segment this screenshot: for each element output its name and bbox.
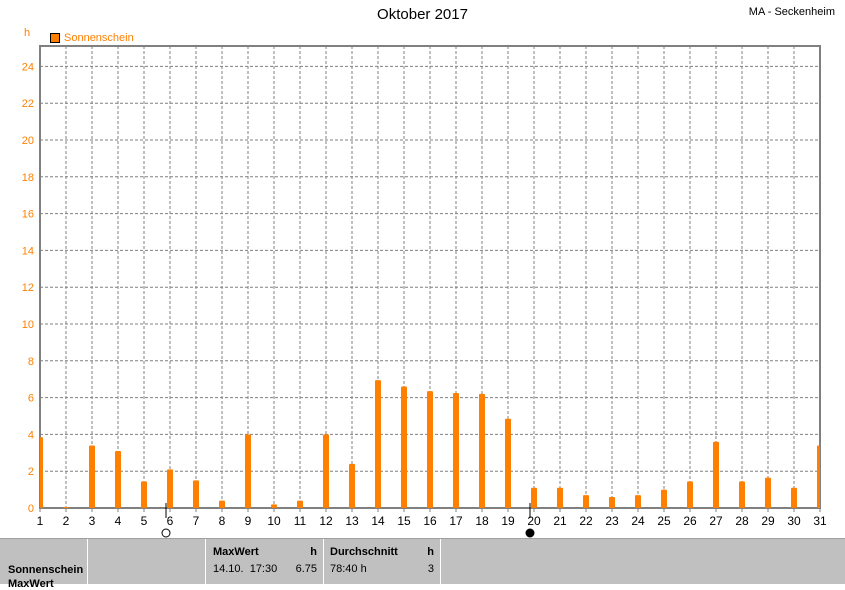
x-tick-label: 28 <box>735 514 749 528</box>
x-tick-label: 23 <box>605 514 619 528</box>
bar-day-19 <box>505 418 511 508</box>
x-tick-label: 31 <box>813 514 827 528</box>
x-tick-label: 10 <box>267 514 281 528</box>
full-moon-icon <box>161 528 171 538</box>
x-tick-label: 6 <box>167 514 174 528</box>
bar-day-11 <box>297 500 303 508</box>
max-header: MaxWert <box>213 546 259 558</box>
chart-title: Oktober 2017 <box>377 6 468 23</box>
max-time: 14.10. 17:30 <box>213 563 278 575</box>
bar-day-29 <box>765 477 771 508</box>
bar-day-8 <box>219 500 225 508</box>
bar-day-12 <box>323 434 329 508</box>
y-tick-label: 4 <box>28 429 34 441</box>
x-tick-label: 8 <box>219 514 226 528</box>
max-unit: h <box>310 546 317 558</box>
x-tick-label: 24 <box>631 514 645 528</box>
bar-day-13 <box>349 463 355 508</box>
station-name: MA - Seckenheim <box>748 6 835 18</box>
bar-day-1 <box>40 437 43 508</box>
y-tick-label: 12 <box>22 282 34 294</box>
avg-cell: Durchschnitt h 78:40 h 3 <box>324 539 441 584</box>
bar-day-31 <box>817 445 820 508</box>
new-moon-icon <box>525 528 535 538</box>
avg-unit: h <box>427 546 434 558</box>
bar-day-21 <box>557 487 563 508</box>
label-cell: Sonnenschein MaxWert <box>0 539 88 590</box>
y-tick-label: 18 <box>22 172 34 184</box>
bar-day-7 <box>193 480 199 508</box>
y-tick-label: 16 <box>22 209 34 221</box>
bar-day-5 <box>141 481 147 508</box>
x-tick-label: 22 <box>579 514 593 528</box>
x-tick-label: 14 <box>371 514 385 528</box>
avg-sum: 78:40 h <box>330 563 367 575</box>
x-tick-label: 26 <box>683 514 697 528</box>
x-tick-label: 1 <box>37 514 44 528</box>
x-tick-label: 29 <box>761 514 775 528</box>
y-tick-label: 8 <box>28 356 34 368</box>
x-tick-label: 5 <box>141 514 148 528</box>
bar-day-6 <box>167 469 173 508</box>
bar-day-27 <box>713 441 719 508</box>
x-tick-label: 27 <box>709 514 723 528</box>
bar-day-10 <box>271 504 277 508</box>
x-tick-label: 20 <box>527 514 541 528</box>
empty-cell <box>88 539 206 584</box>
legend: Sonnenschein <box>50 32 134 44</box>
y-tick-label: 0 <box>28 503 34 515</box>
x-tick-label: 2 <box>63 514 70 528</box>
y-tick-label: 24 <box>22 61 34 73</box>
x-tick-label: 17 <box>449 514 463 528</box>
bar-day-25 <box>661 489 667 508</box>
row-label: Sonnenschein <box>8 564 84 576</box>
avg-header: Durchschnitt <box>330 546 398 558</box>
bar-day-30 <box>791 487 797 508</box>
y-tick-label: 6 <box>28 393 34 405</box>
bar-day-14 <box>375 380 381 508</box>
bar-day-22 <box>583 495 589 508</box>
y-tick-label: 14 <box>22 245 34 257</box>
x-tick-label: 12 <box>319 514 333 528</box>
max-value: 6.75 <box>295 563 317 575</box>
x-tick-label: 15 <box>397 514 411 528</box>
bar-day-15 <box>401 386 407 508</box>
bar-day-9 <box>245 434 251 508</box>
x-tick-label: 7 <box>193 514 200 528</box>
x-tick-label: 4 <box>115 514 122 528</box>
avg-value: 3 <box>427 563 434 575</box>
bar-day-23 <box>609 496 615 508</box>
bar-day-2 <box>63 507 69 508</box>
bar-day-24 <box>635 495 641 508</box>
legend-swatch <box>50 33 60 43</box>
y-axis-unit: h <box>24 27 31 39</box>
bar-day-17 <box>453 393 459 508</box>
row-label-2: MaxWert <box>8 578 54 590</box>
x-tick-label: 30 <box>787 514 801 528</box>
bar-day-26 <box>687 481 693 508</box>
legend-label: Sonnenschein <box>64 32 134 44</box>
bar-day-28 <box>739 481 745 508</box>
x-tick-label: 11 <box>294 514 307 528</box>
y-tick-label: 20 <box>22 135 34 147</box>
bar-day-18 <box>479 393 485 508</box>
x-tick-label: 19 <box>501 514 515 528</box>
x-tick-label: 21 <box>553 514 567 528</box>
bar-day-4 <box>115 450 121 508</box>
bar-day-16 <box>427 391 433 508</box>
bar-day-20 <box>531 487 537 508</box>
x-tick-label: 3 <box>89 514 96 528</box>
x-tick-label: 18 <box>475 514 489 528</box>
y-tick-label: 10 <box>22 319 34 331</box>
x-tick-label: 25 <box>657 514 671 528</box>
x-tick-label: 9 <box>245 514 252 528</box>
x-tick-label: 13 <box>345 514 359 528</box>
max-cell: MaxWert h 14.10. 17:30 6.75 <box>206 539 324 584</box>
x-tick-label: 16 <box>423 514 437 528</box>
summary-table: Sonnenschein MaxWert MaxWert h 14.10. 17… <box>0 538 845 590</box>
y-tick-label: 22 <box>22 98 34 110</box>
y-tick-label: 2 <box>28 466 34 478</box>
bar-day-3 <box>89 445 95 508</box>
